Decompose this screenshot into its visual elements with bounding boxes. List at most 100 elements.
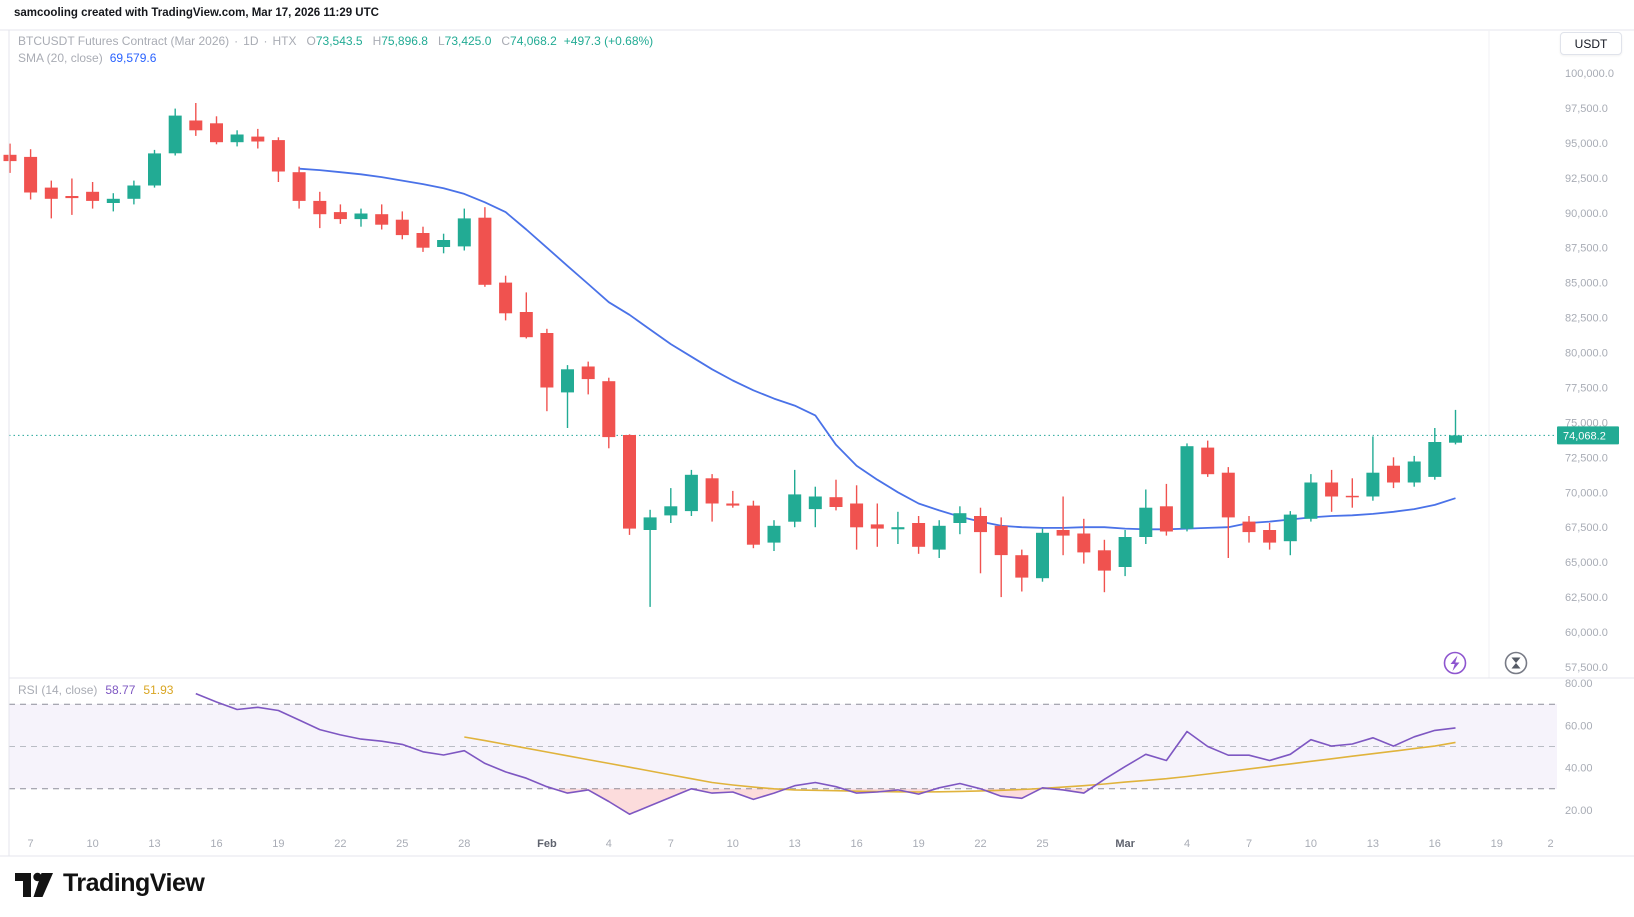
time-axis-label: Feb <box>537 838 557 850</box>
candle-body <box>168 115 182 154</box>
open-value: 73,543.5 <box>315 34 363 48</box>
time-axis-label: 16 <box>210 838 222 850</box>
candle-body <box>478 217 492 285</box>
candle-body <box>271 140 285 172</box>
price-axis-label: 57,500.0 <box>1565 662 1608 674</box>
candle-body <box>808 496 822 510</box>
candle-body <box>1263 530 1277 543</box>
candle-body <box>1428 442 1442 477</box>
brand-name: TradingView <box>63 868 205 897</box>
candle-body <box>457 218 471 247</box>
candle-body <box>292 172 306 201</box>
rsi-axis-label: 40.00 <box>1565 763 1593 775</box>
price-axis-label: 70,000.0 <box>1565 487 1608 499</box>
candle-body <box>1180 446 1194 529</box>
last-price-badge: 74,068.2 <box>1557 426 1619 445</box>
price-axis-label: 82,500.0 <box>1565 313 1608 325</box>
time-axis-label: 7 <box>28 838 34 850</box>
candle-body <box>850 503 864 528</box>
candle-body <box>313 200 327 215</box>
high-value: 75,896.8 <box>381 34 428 48</box>
time-axis-label: 22 <box>974 838 986 850</box>
boost-lightning-icon[interactable] <box>1443 651 1467 675</box>
price-axis[interactable]: 100,000.0 97,500.0 95,000.0 92,500.0 90,000.… <box>1565 68 1614 674</box>
candle-body <box>1056 530 1070 536</box>
time-axis-label: 16 <box>1429 838 1441 850</box>
time-axis-label: 25 <box>396 838 408 850</box>
rsi-ma-value: 51.93 <box>143 683 174 697</box>
rsi-line <box>195 692 1456 815</box>
low-value: 73,425.0 <box>444 34 492 48</box>
candle-body <box>1304 482 1318 519</box>
candle-body <box>684 474 698 512</box>
candle-body <box>1015 555 1029 578</box>
price-axis-label: 77,500.0 <box>1565 383 1608 395</box>
candle-body <box>870 524 884 529</box>
symbol-legend-row[interactable]: BTCUSDT Futures Contract (Mar 2026) · 1D · H… <box>18 33 653 50</box>
candle-body <box>354 213 368 220</box>
pane-borders <box>0 29 1634 857</box>
legend: BTCUSDT Futures Contract (Mar 2026) · 1D · H… <box>18 33 653 67</box>
rsi-legend-row[interactable]: RSI (14, close) 58.77 51.93 <box>18 683 173 697</box>
candle-body <box>891 527 905 530</box>
change-value: +497.3 (+0.68%) <box>563 34 654 48</box>
legend-separator: · <box>263 34 268 48</box>
sma-line <box>299 167 1456 531</box>
candle-body <box>1077 533 1091 553</box>
time-axis-label: 19 <box>912 838 924 850</box>
tradingview-logo[interactable]: TradingView <box>14 866 205 900</box>
price-axis-label: 80,000.0 <box>1565 348 1608 360</box>
candle-body <box>1118 537 1132 567</box>
candle-body <box>3 154 17 162</box>
price-axis-label: 60,000.0 <box>1565 627 1608 639</box>
sma-legend-row[interactable]: SMA (20, close) 69,579.6 <box>18 50 653 67</box>
candle-body <box>189 120 203 131</box>
time-axis-label: 25 <box>1036 838 1048 850</box>
rsi-oversold-fill <box>691 788 786 800</box>
price-axis-label: 67,500.0 <box>1565 522 1608 534</box>
time-axis-label: 4 <box>606 838 612 850</box>
candle-body <box>24 156 38 193</box>
candle-body <box>1283 514 1297 542</box>
time-axis-label: 22 <box>334 838 346 850</box>
candle-body <box>499 282 513 314</box>
candle-body <box>106 198 120 203</box>
price-axis-label: 72,500.0 <box>1565 452 1608 464</box>
time-axis-label: 7 <box>668 838 674 850</box>
candle-body <box>664 506 678 516</box>
price-axis-label: 65,000.0 <box>1565 557 1608 569</box>
price-axis-label: 90,000.0 <box>1565 208 1608 220</box>
candle-body <box>44 187 58 199</box>
candle-body <box>1221 472 1235 518</box>
rsi-axis[interactable]: 80.00 60.00 40.00 20.00 <box>1565 678 1593 817</box>
candles <box>3 103 1462 607</box>
candle-body <box>1407 461 1421 483</box>
candle-body <box>251 136 265 142</box>
candle-body <box>127 185 141 199</box>
time-axis[interactable]: 7 10 13 16 19 22 25 28 Feb 4 7 10 13 16 19 22 25 Mar 4 7 10 1… <box>28 838 1554 850</box>
candle-body <box>148 153 161 186</box>
tradingview-logo-icon <box>15 872 53 897</box>
rsi-axis-label: 80.00 <box>1565 678 1593 690</box>
candle-body <box>1139 507 1153 537</box>
sma-value: 69,579.6 <box>109 51 157 65</box>
time-axis-label: 19 <box>272 838 284 850</box>
price-axis-label: 97,500.0 <box>1565 103 1608 115</box>
candle-body <box>1325 482 1339 497</box>
price-axis-label: 85,000.0 <box>1565 278 1608 290</box>
candle-body <box>994 525 1008 556</box>
hourglass-icon[interactable] <box>1504 651 1528 675</box>
time-axis-label: 10 <box>1305 838 1317 850</box>
candle-body <box>1097 550 1111 571</box>
rsi-value: 58.77 <box>105 683 136 697</box>
candle-body <box>705 478 719 504</box>
rsi-axis-label: 60.00 <box>1565 720 1593 732</box>
currency-toggle-button[interactable]: USDT <box>1560 32 1622 55</box>
candle-body <box>912 523 926 547</box>
candle-body <box>974 516 987 533</box>
header-credit: samcooling created with TradingView.com,… <box>14 7 379 19</box>
price-axis-label: 95,000.0 <box>1565 138 1608 150</box>
candle-body <box>602 381 616 438</box>
